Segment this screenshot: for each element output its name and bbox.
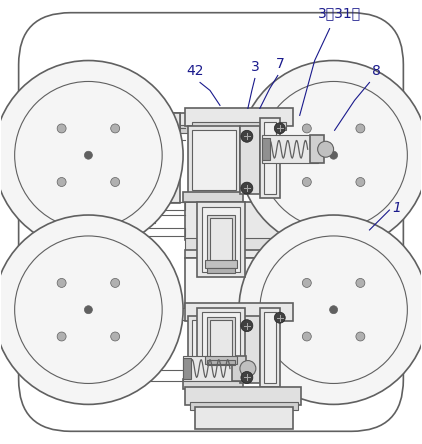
Bar — [88, 204, 155, 214]
Bar — [280, 190, 334, 200]
Circle shape — [240, 361, 256, 377]
Bar — [185, 258, 300, 308]
Bar — [260, 308, 280, 388]
Bar — [88, 228, 185, 236]
Circle shape — [302, 124, 311, 133]
Circle shape — [239, 215, 422, 404]
Bar — [300, 228, 334, 236]
Bar — [207, 360, 235, 364]
Bar — [260, 119, 280, 198]
Bar — [158, 125, 324, 133]
Circle shape — [356, 332, 365, 341]
Circle shape — [330, 151, 338, 159]
Text: 42: 42 — [186, 64, 204, 79]
Circle shape — [302, 332, 311, 341]
Circle shape — [111, 124, 120, 133]
Circle shape — [274, 123, 285, 134]
Circle shape — [57, 332, 66, 341]
Bar — [185, 202, 300, 240]
Circle shape — [356, 278, 365, 287]
Bar — [207, 215, 235, 265]
Bar — [197, 202, 245, 277]
Bar — [210, 218, 232, 262]
Bar — [185, 303, 293, 321]
Circle shape — [239, 60, 422, 250]
Bar — [88, 202, 185, 210]
Circle shape — [241, 182, 253, 194]
Text: 7: 7 — [276, 57, 284, 71]
Bar — [192, 320, 236, 380]
Bar — [183, 380, 243, 389]
Bar — [205, 356, 237, 364]
Text: 3: 3 — [251, 60, 259, 75]
Circle shape — [111, 178, 120, 186]
Circle shape — [57, 178, 66, 186]
Bar — [195, 408, 293, 429]
Circle shape — [0, 215, 183, 404]
Text: 3（31）: 3（31） — [318, 7, 361, 21]
Bar — [300, 202, 334, 210]
Circle shape — [111, 332, 120, 341]
Circle shape — [241, 130, 253, 142]
Text: 1: 1 — [392, 201, 401, 215]
Bar — [207, 268, 235, 273]
Circle shape — [84, 306, 92, 314]
Bar — [88, 215, 155, 223]
Circle shape — [318, 141, 334, 157]
Bar — [232, 356, 246, 381]
Bar — [188, 126, 240, 194]
Bar — [197, 308, 245, 377]
Bar — [188, 316, 240, 384]
Bar — [185, 108, 293, 126]
Circle shape — [356, 124, 365, 133]
Text: 8: 8 — [373, 64, 381, 79]
Bar — [262, 138, 270, 160]
Bar — [185, 250, 300, 258]
Bar — [183, 356, 241, 381]
Bar — [152, 113, 330, 127]
Circle shape — [302, 278, 311, 287]
Bar — [88, 295, 155, 305]
Bar — [210, 320, 232, 361]
Circle shape — [274, 312, 285, 323]
Circle shape — [241, 372, 253, 384]
Bar — [185, 388, 301, 405]
Circle shape — [84, 151, 92, 159]
Bar — [280, 128, 334, 138]
Circle shape — [302, 178, 311, 186]
Circle shape — [0, 60, 183, 250]
Bar — [192, 123, 286, 130]
Bar — [183, 192, 243, 202]
Bar — [264, 312, 276, 384]
Bar — [264, 123, 276, 194]
Circle shape — [57, 278, 66, 287]
Bar — [88, 306, 155, 314]
Bar — [185, 238, 300, 250]
Circle shape — [57, 124, 66, 133]
Bar — [152, 113, 180, 203]
Bar — [202, 312, 240, 372]
Bar — [262, 135, 318, 163]
Bar — [240, 126, 260, 194]
Bar — [152, 115, 180, 174]
Bar — [310, 135, 324, 163]
Bar — [240, 316, 260, 384]
Bar — [183, 357, 191, 380]
Bar — [190, 402, 298, 410]
Circle shape — [356, 178, 365, 186]
Circle shape — [241, 320, 253, 332]
Bar — [192, 130, 236, 190]
Circle shape — [330, 306, 338, 314]
Bar — [207, 317, 235, 365]
Bar — [202, 207, 240, 272]
Circle shape — [111, 278, 120, 287]
Bar — [205, 260, 237, 268]
